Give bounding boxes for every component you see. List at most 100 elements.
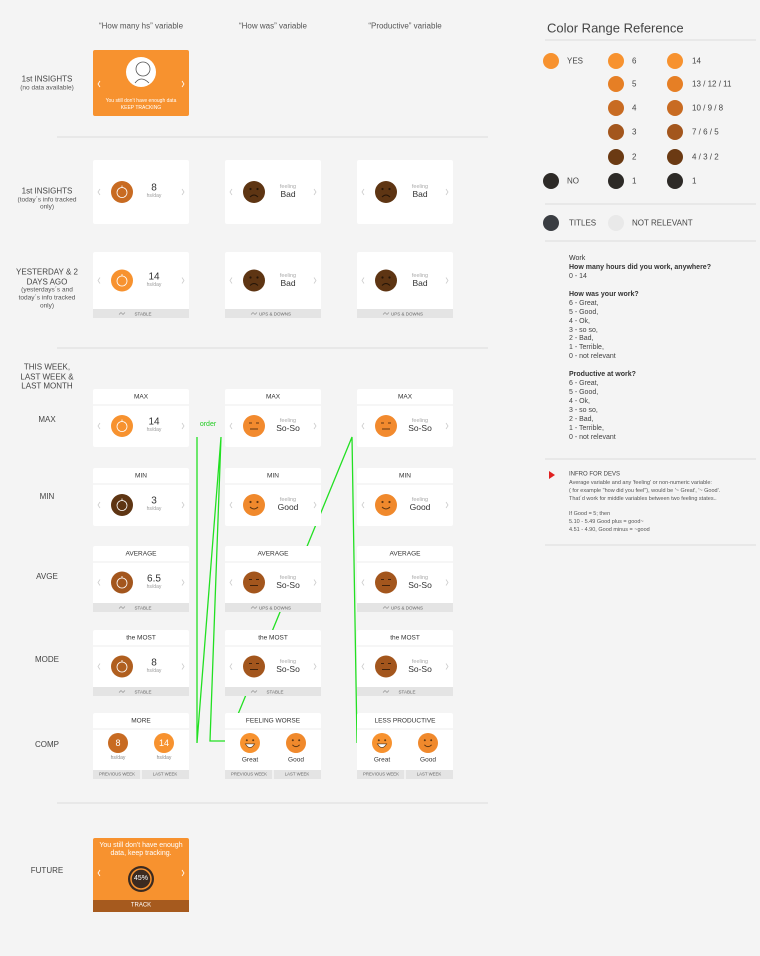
color-swatch xyxy=(543,215,559,231)
feeling-value: So-So xyxy=(276,423,300,434)
chevron xyxy=(181,579,185,586)
feeling-caption: feeling xyxy=(411,183,429,190)
chevron xyxy=(181,422,185,430)
face-mouth xyxy=(381,194,391,198)
swatch-label: 13 / 12 / 11 xyxy=(692,79,732,89)
face-icon xyxy=(243,181,265,203)
chevron xyxy=(229,501,233,509)
question: How many hours did you work, anywhere? xyxy=(569,263,711,271)
card-title: LESS PRODUCTIVE xyxy=(374,717,436,725)
chevron xyxy=(361,579,365,586)
feeling-caption: feeling xyxy=(279,574,297,581)
dividers xyxy=(57,39,756,804)
answer: 6 - Great, xyxy=(569,299,599,307)
trend-icon xyxy=(382,690,390,693)
card xyxy=(225,252,321,318)
face-mouth xyxy=(376,743,388,748)
card xyxy=(357,252,453,318)
face-mouth xyxy=(249,194,259,198)
color-swatch xyxy=(667,149,683,165)
chevron xyxy=(361,501,365,509)
row-label: THIS WEEK, LAST WEEK & LAST MONTH xyxy=(20,362,74,391)
hours-value: 8 xyxy=(151,182,157,194)
face-eye xyxy=(252,739,255,742)
comp-label: Good xyxy=(288,756,304,764)
card-footer xyxy=(93,687,189,696)
feeling-value: So-So xyxy=(276,579,300,590)
comp-circle xyxy=(154,733,174,753)
face-mouth xyxy=(381,283,391,286)
answer: 1 - Terrible, xyxy=(569,344,604,352)
chevron xyxy=(313,422,317,430)
chevron xyxy=(97,277,101,284)
q-topic: Work xyxy=(569,254,586,262)
face-icon xyxy=(286,733,306,753)
chevron xyxy=(97,80,101,88)
card xyxy=(93,252,189,318)
comp-value: 8 xyxy=(115,737,121,748)
card-footer xyxy=(225,309,321,318)
face-mouth xyxy=(292,744,300,748)
swatch-label: NO xyxy=(567,176,579,186)
face-eye xyxy=(381,187,384,191)
feeling-caption: feeling xyxy=(279,183,297,190)
card-footer-label: UPS & DOWNS xyxy=(258,605,292,611)
face-icon xyxy=(243,415,265,437)
swatch-label: 1 xyxy=(632,176,637,186)
face-eye xyxy=(430,739,433,742)
dev-line: If Good = 5; then xyxy=(569,510,611,517)
card-footer-label: PREVIOUS WEEK xyxy=(98,771,136,777)
chevron xyxy=(229,422,233,430)
chevron xyxy=(313,663,317,670)
chevron xyxy=(97,579,101,586)
face-eye xyxy=(377,739,380,742)
trend-icon xyxy=(382,312,390,315)
card-footer-label: PREVIOUS WEEK xyxy=(362,771,400,777)
card-title: MIN xyxy=(135,472,147,480)
feeling-value: Bad xyxy=(280,189,296,200)
swatch-label: TITLES xyxy=(569,218,597,228)
face-icon xyxy=(375,269,397,292)
swatch-label: NOT RELEVANT xyxy=(632,218,693,228)
chevron xyxy=(97,188,101,196)
panel-title: Color Range Reference xyxy=(547,20,684,36)
dev-marker xyxy=(549,471,555,479)
trend-icon xyxy=(118,312,126,315)
chevron xyxy=(229,579,233,586)
chevron xyxy=(313,188,317,196)
answer: 0 - 14 xyxy=(569,272,587,280)
color-swatch xyxy=(608,76,624,92)
row-label: FUTURE xyxy=(30,866,64,876)
row-label-block: MODE xyxy=(5,655,89,665)
dev-line: 5.10 - 5.49 Good plus = good~ xyxy=(569,518,644,525)
face-icon xyxy=(375,181,397,203)
chevron xyxy=(229,663,233,670)
face-eye xyxy=(256,276,259,279)
answer: 5 - Good, xyxy=(569,388,599,396)
answer: 0 - not relevant xyxy=(569,353,616,361)
chevron xyxy=(445,663,449,670)
card-title: MAX xyxy=(397,393,413,401)
answer: 3 - so so, xyxy=(569,406,598,414)
future-bar xyxy=(93,900,189,912)
hours-icon xyxy=(111,269,133,292)
card-footer xyxy=(357,603,453,612)
trend-icon xyxy=(118,606,126,609)
chevron xyxy=(181,188,185,196)
face-eye xyxy=(256,187,259,191)
color-swatch xyxy=(608,149,624,165)
swatch-label: 14 xyxy=(692,56,701,66)
comp-circle xyxy=(108,733,128,753)
answer: 5 - Good, xyxy=(569,308,599,316)
hours-icon xyxy=(111,494,133,516)
row-label-block: YESTERDAY & 2 DAYS AGO (yesterdays´s and … xyxy=(5,268,89,311)
feeling-value: Good xyxy=(409,502,431,513)
row-label: COMP xyxy=(35,740,59,750)
hours-value: 6.5 xyxy=(147,572,161,584)
face-eye xyxy=(388,276,391,279)
hours-value: 3 xyxy=(151,495,157,507)
card-footer-label: UPS & DOWNS xyxy=(390,605,424,611)
card-title: AVERAGE xyxy=(257,550,289,558)
comp-value: 14 xyxy=(158,737,170,748)
